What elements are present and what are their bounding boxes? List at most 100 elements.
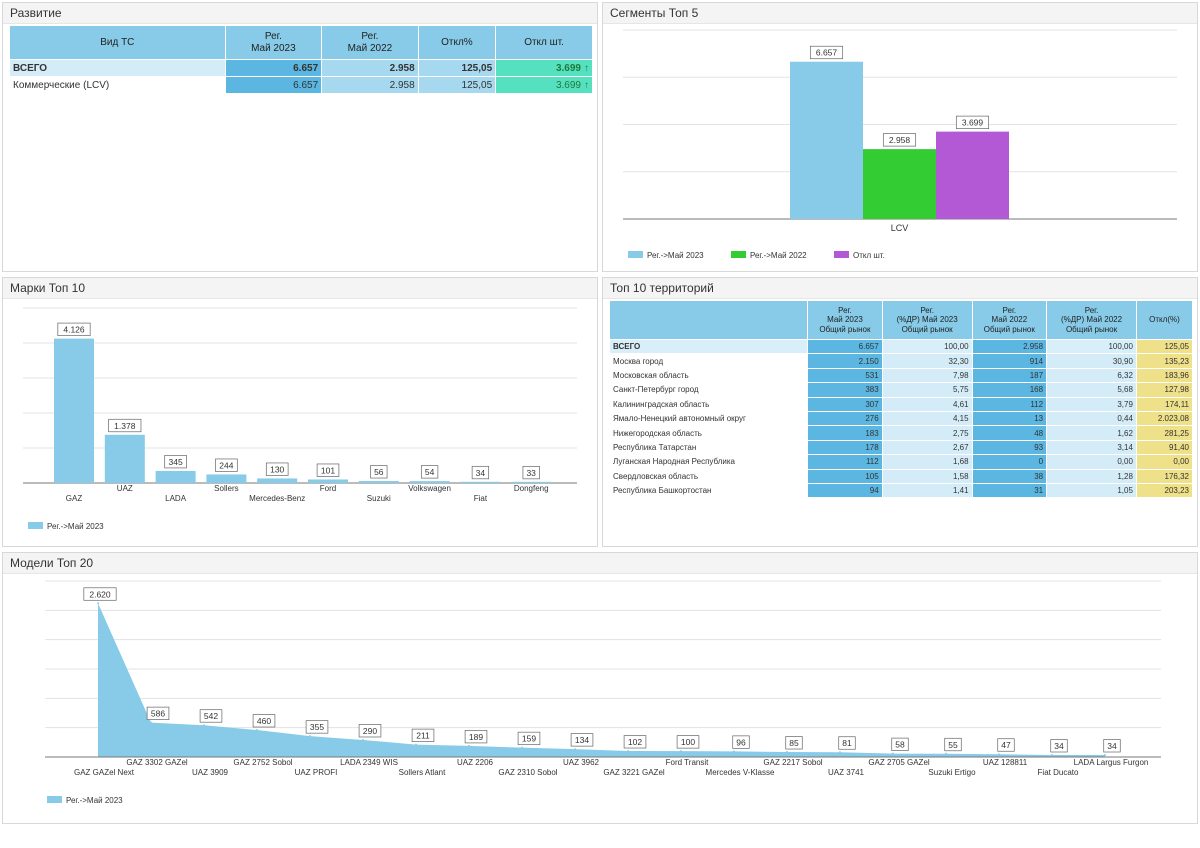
table-row[interactable]: Калининградская область 307 4,61 112 3,79 174…	[608, 396, 1194, 412]
column-header[interactable]: Рег. Май 2023	[224, 25, 323, 60]
data-point[interactable]	[998, 753, 1000, 756]
table-row[interactable]: Москва город 2.150 32,30 914 30,90 135,23	[608, 353, 1194, 369]
bar[interactable]	[155, 470, 196, 483]
column-header[interactable]: Рег. Май 2022	[321, 25, 419, 60]
table-row[interactable]: Свердловская область 105 1,58 38 1,28 176,32	[608, 468, 1194, 484]
data-point[interactable]	[203, 724, 205, 727]
bar[interactable]	[409, 481, 450, 483]
arrow-up-icon: ↑	[584, 79, 589, 91]
data-point[interactable]	[468, 744, 470, 747]
data-point[interactable]	[256, 729, 258, 732]
legend-item[interactable]: Откл шт.	[834, 251, 885, 260]
area-series[interactable]	[98, 603, 1105, 757]
bar[interactable]	[257, 478, 298, 483]
x-tick-label: Dongfeng	[514, 484, 549, 493]
data-point[interactable]	[574, 748, 576, 751]
svg-text:586: 586	[151, 709, 165, 719]
bar[interactable]	[936, 131, 1009, 219]
svg-text:460: 460	[257, 716, 271, 726]
bar[interactable]	[54, 338, 94, 483]
data-point[interactable]	[786, 751, 788, 754]
row-label: Москва город	[608, 353, 809, 369]
column-header[interactable]: Рег. Май 2022 Общий рынок	[971, 300, 1048, 340]
table-row[interactable]: Коммерческие (LCV) 6.657 2.958 125,05 3.699 ↑	[9, 76, 593, 94]
bar[interactable]	[511, 481, 552, 483]
column-header[interactable]: Рег. Май 2023 Общий рынок	[807, 300, 883, 340]
data-point[interactable]	[150, 721, 152, 724]
table-row[interactable]: Луганская Народная Республика 112 1,68 0 0,0…	[608, 454, 1194, 470]
data-point[interactable]	[680, 750, 682, 753]
table-cell: 91,40	[1135, 439, 1194, 456]
table-cell: 7,98	[881, 367, 973, 384]
svg-text:33: 33	[526, 468, 536, 478]
table-row[interactable]: Нижегородская область 183 2,75 48 1,62 281,25	[608, 425, 1194, 441]
legend-item[interactable]: Рег.->Май 2023	[628, 251, 704, 260]
data-point[interactable]	[1104, 754, 1106, 757]
panel-segments: Сегменты Топ 5 6.657 2.958 3.699 LCV Рег.->М…	[602, 2, 1198, 272]
bar[interactable]	[308, 479, 348, 483]
data-label: 34	[471, 465, 490, 480]
data-point[interactable]	[892, 752, 894, 755]
column-header[interactable]: Откл%	[417, 25, 497, 60]
svg-text:244: 244	[219, 460, 233, 470]
table-cell: 38	[971, 468, 1048, 484]
table-cell: 2,75	[881, 425, 973, 441]
table-cell: 276	[807, 410, 883, 427]
table-row[interactable]: Санкт-Петербург город 383 5,75 168 5,68 127,9…	[608, 382, 1194, 398]
bar[interactable]	[460, 481, 501, 483]
legend-item[interactable]: Рег.->Май 2022	[731, 251, 807, 260]
data-point[interactable]	[362, 738, 364, 741]
column-header[interactable]: Откл шт.	[495, 25, 593, 60]
table-row[interactable]: Республика Татарстан 178 2,67 93 3,14 91,40	[608, 439, 1194, 456]
data-point[interactable]	[945, 752, 947, 755]
column-header[interactable]: Рег. (%ДР) Май 2023 Общий рынок	[881, 300, 973, 340]
data-point[interactable]	[521, 746, 523, 749]
table-cell: 31	[971, 482, 1048, 499]
data-label: 47	[997, 738, 1015, 752]
x-tick-label: GAZ 3221 GAZel	[603, 768, 665, 777]
panel-title: Марки Топ 10	[3, 278, 597, 299]
x-tick-label: LCV	[891, 223, 909, 233]
table-cell: 32,30	[881, 353, 973, 369]
data-label: 134	[570, 733, 594, 747]
table-row[interactable]: ВСЕГО 6.657 100,00 2.958 100,00 125,05	[608, 338, 1194, 355]
x-tick-label: UAZ 3741	[828, 768, 865, 777]
x-tick-label: LADA Largus Furgon	[1074, 758, 1149, 767]
data-label: 81	[838, 736, 856, 750]
table-row[interactable]: ВСЕГО 6.657 2.958 125,05 3.699 ↑	[9, 59, 593, 77]
bar[interactable]	[790, 61, 863, 219]
data-point[interactable]	[839, 751, 841, 754]
data-point[interactable]	[309, 735, 311, 738]
x-tick-label: UAZ	[117, 484, 133, 493]
data-label: 4.126	[57, 322, 91, 336]
data-point[interactable]	[733, 750, 735, 753]
bar[interactable]	[206, 474, 247, 483]
bar[interactable]	[863, 149, 936, 219]
data-point[interactable]	[1051, 754, 1053, 757]
svg-text:102: 102	[628, 737, 642, 747]
svg-text:34: 34	[1107, 741, 1117, 751]
column-header[interactable]: Рег. (%ДР) Май 2022 Общий рынок	[1046, 300, 1137, 340]
data-label: 189	[464, 730, 488, 744]
column-header[interactable]	[608, 300, 809, 340]
legend-item[interactable]: Рег.->Май 2023	[28, 522, 104, 531]
bar[interactable]	[104, 434, 145, 483]
legend-item[interactable]: Рег.->Май 2023	[47, 796, 123, 805]
table-cell: 5,68	[1046, 382, 1137, 398]
table-cell: 1,28	[1046, 468, 1137, 484]
table-row[interactable]: Республика Башкортостан 94 1,41 31 1,05 203,2…	[608, 482, 1194, 499]
table-row[interactable]: Московская область 531 7,98 187 6,32 183,96	[608, 367, 1194, 384]
data-point[interactable]	[627, 750, 629, 753]
column-header[interactable]: Откл(%)	[1135, 300, 1194, 340]
table-cell: 1,68	[881, 454, 973, 470]
table-cell: 0,00	[1046, 454, 1137, 470]
data-point[interactable]	[415, 743, 417, 746]
row-label: Нижегородская область	[608, 425, 809, 441]
data-label: 100	[676, 735, 700, 749]
column-header[interactable]: Вид ТС	[9, 25, 226, 60]
bar[interactable]	[358, 481, 399, 483]
table-cell: 13	[971, 410, 1048, 427]
x-tick-label: UAZ 3909	[192, 768, 229, 777]
data-point[interactable]	[97, 602, 99, 605]
table-row[interactable]: Ямало-Ненецкий автономный округ 276 4,15 13…	[608, 410, 1194, 427]
